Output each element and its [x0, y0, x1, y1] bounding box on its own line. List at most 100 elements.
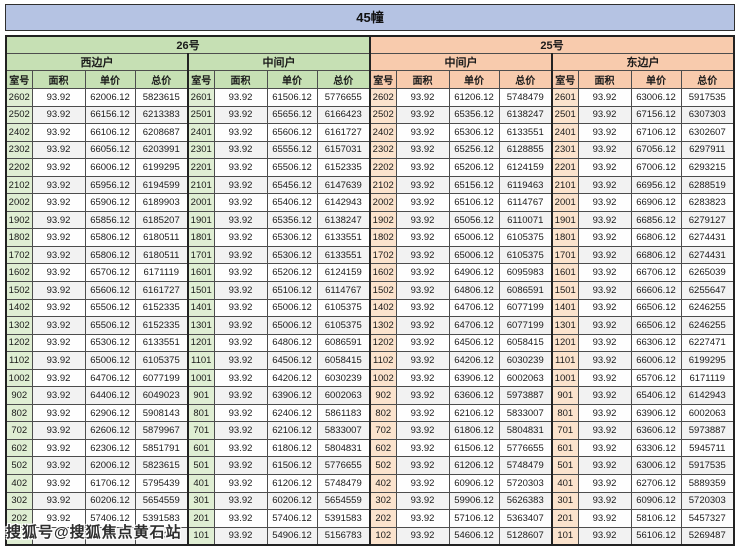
- area-cell: 93.92: [395, 438, 450, 458]
- area-cell: 93.92: [577, 123, 632, 142]
- unit-middle-25-header: 中间户: [369, 53, 553, 71]
- price-cell: 67106.12: [630, 123, 682, 142]
- table-row: 802 93.92 62906.12 5908143 801 93.92 62406.12 5…: [5, 403, 735, 423]
- total-cell: 6208687: [134, 123, 189, 142]
- area-cell: 93.92: [395, 263, 450, 283]
- area-cell: 93.92: [395, 509, 450, 528]
- room-cell: 201: [187, 509, 215, 528]
- price-cell: 65006.12: [448, 245, 500, 265]
- table-row: 1302 93.92 65506.12 6152335 1301 93.92 65006.1…: [5, 316, 735, 335]
- price-cell: 62006.12: [84, 456, 136, 476]
- room-cell: 2401: [551, 123, 579, 142]
- price-cell: 65656.12: [266, 105, 318, 125]
- room-cell: 1901: [551, 210, 579, 230]
- total-cell: 6124159: [316, 263, 371, 283]
- total-cell: 6180511: [134, 228, 189, 247]
- room-cell: 1201: [551, 333, 579, 353]
- room-cell: 1201: [187, 333, 215, 353]
- price-cell: 66956.12: [630, 175, 682, 195]
- price-cell: 65706.12: [84, 263, 136, 283]
- room-cell: 1902: [5, 210, 33, 230]
- total-cell: 5748479: [498, 88, 553, 107]
- area-cell: 93.92: [31, 351, 86, 370]
- price-cell: 66006.12: [630, 351, 682, 370]
- room-cell: 902: [5, 386, 33, 405]
- table-row: 1002 93.92 64706.12 6077199 1001 93.92 64206.1…: [5, 368, 735, 388]
- price-cell: 65206.12: [266, 263, 318, 283]
- total-cell: 6077199: [134, 368, 189, 388]
- total-cell: 6086591: [316, 333, 371, 353]
- price-cell: 66006.12: [84, 158, 136, 177]
- price-cell: 66056.12: [84, 140, 136, 160]
- room-cell: 2601: [187, 88, 215, 107]
- price-cell: 65256.12: [448, 140, 500, 160]
- room-cell: 2302: [5, 140, 33, 160]
- area-cell: 93.92: [577, 438, 632, 458]
- total-cell: 6171119: [680, 368, 735, 388]
- room-cell: 901: [551, 386, 579, 405]
- room-cell: 102: [369, 526, 397, 546]
- unit-east-25-header: 东边户: [551, 53, 735, 71]
- total-cell: 5776655: [316, 456, 371, 476]
- price-cell: 66156.12: [84, 105, 136, 125]
- room-cell: 801: [187, 403, 215, 423]
- column-header-total: 总价: [680, 70, 735, 89]
- price-cell: 66706.12: [630, 263, 682, 283]
- price-cell: 65556.12: [266, 140, 318, 160]
- column-header-area: 面积: [395, 70, 450, 89]
- price-cell: 62706.12: [630, 474, 682, 493]
- room-cell: 2002: [369, 193, 397, 212]
- table-row: 1802 93.92 65806.12 6180511 1801 93.92 65306.1…: [5, 228, 735, 247]
- column-header-total: 总价: [134, 70, 189, 89]
- table-row: 1702 93.92 65806.12 6180511 1701 93.92 65306.1…: [5, 245, 735, 265]
- room-cell: 1301: [551, 316, 579, 335]
- room-cell: 1602: [5, 263, 33, 283]
- total-cell: 5833007: [316, 421, 371, 440]
- column-header-total: 总价: [316, 70, 371, 89]
- table-row: 2602 93.92 62006.12 5823615 2601 93.92 61506.1…: [5, 88, 735, 107]
- table-row: 502 93.92 62006.12 5823615 501 93.92 61506.12 5…: [5, 456, 735, 476]
- total-cell: 6297911: [680, 140, 735, 160]
- total-cell: 5654559: [316, 491, 371, 511]
- price-cell: 61706.12: [84, 474, 136, 493]
- price-cell: 59906.12: [448, 491, 500, 511]
- price-cell: 62906.12: [84, 403, 136, 423]
- area-cell: 93.92: [213, 368, 268, 388]
- room-cell: 1601: [551, 263, 579, 283]
- unit-middle-26-header: 中间户: [187, 53, 371, 71]
- total-cell: 6077199: [498, 316, 553, 335]
- total-cell: 6058415: [316, 351, 371, 370]
- total-cell: 6203991: [134, 140, 189, 160]
- table-row: 602 93.92 62306.12 5851791 601 93.92 61806.12 5…: [5, 438, 735, 458]
- room-cell: 2202: [5, 158, 33, 177]
- price-cell: 54906.12: [266, 526, 318, 546]
- room-cell: 1501: [551, 281, 579, 300]
- room-cell: 2602: [369, 88, 397, 107]
- area-cell: 93.92: [213, 474, 268, 493]
- price-cell: 66106.12: [84, 123, 136, 142]
- price-cell: 65456.12: [266, 175, 318, 195]
- total-cell: 6307303: [680, 105, 735, 125]
- price-table-body: 2602 93.92 62006.12 5823615 2601 93.92 61506.1…: [5, 88, 735, 546]
- total-cell: 6274431: [680, 245, 735, 265]
- column-header-row: 室号 面积 单价 总价 室号 面积 单价 总价 室号 面积 单价 总价 室号 面积 单价 总价: [5, 70, 735, 89]
- total-cell: 5917535: [680, 456, 735, 476]
- price-cell: 65706.12: [630, 368, 682, 388]
- room-cell: 2101: [187, 175, 215, 195]
- room-cell: 702: [5, 421, 33, 440]
- total-cell: 5748479: [498, 456, 553, 476]
- total-cell: 6189903: [134, 193, 189, 212]
- column-header-room: 室号: [551, 70, 579, 89]
- area-cell: 93.92: [395, 105, 450, 125]
- total-cell: 6147639: [316, 175, 371, 195]
- area-cell: 93.92: [31, 386, 86, 405]
- room-cell: 402: [369, 474, 397, 493]
- price-cell: 65106.12: [266, 281, 318, 300]
- total-cell: 6110071: [498, 210, 553, 230]
- unit-west-26-header: 西边户: [5, 53, 189, 71]
- price-cell: 65406.12: [266, 193, 318, 212]
- area-cell: 93.92: [577, 193, 632, 212]
- area-cell: 93.92: [31, 210, 86, 230]
- area-cell: 93.92: [213, 88, 268, 107]
- area-cell: 93.92: [577, 88, 632, 107]
